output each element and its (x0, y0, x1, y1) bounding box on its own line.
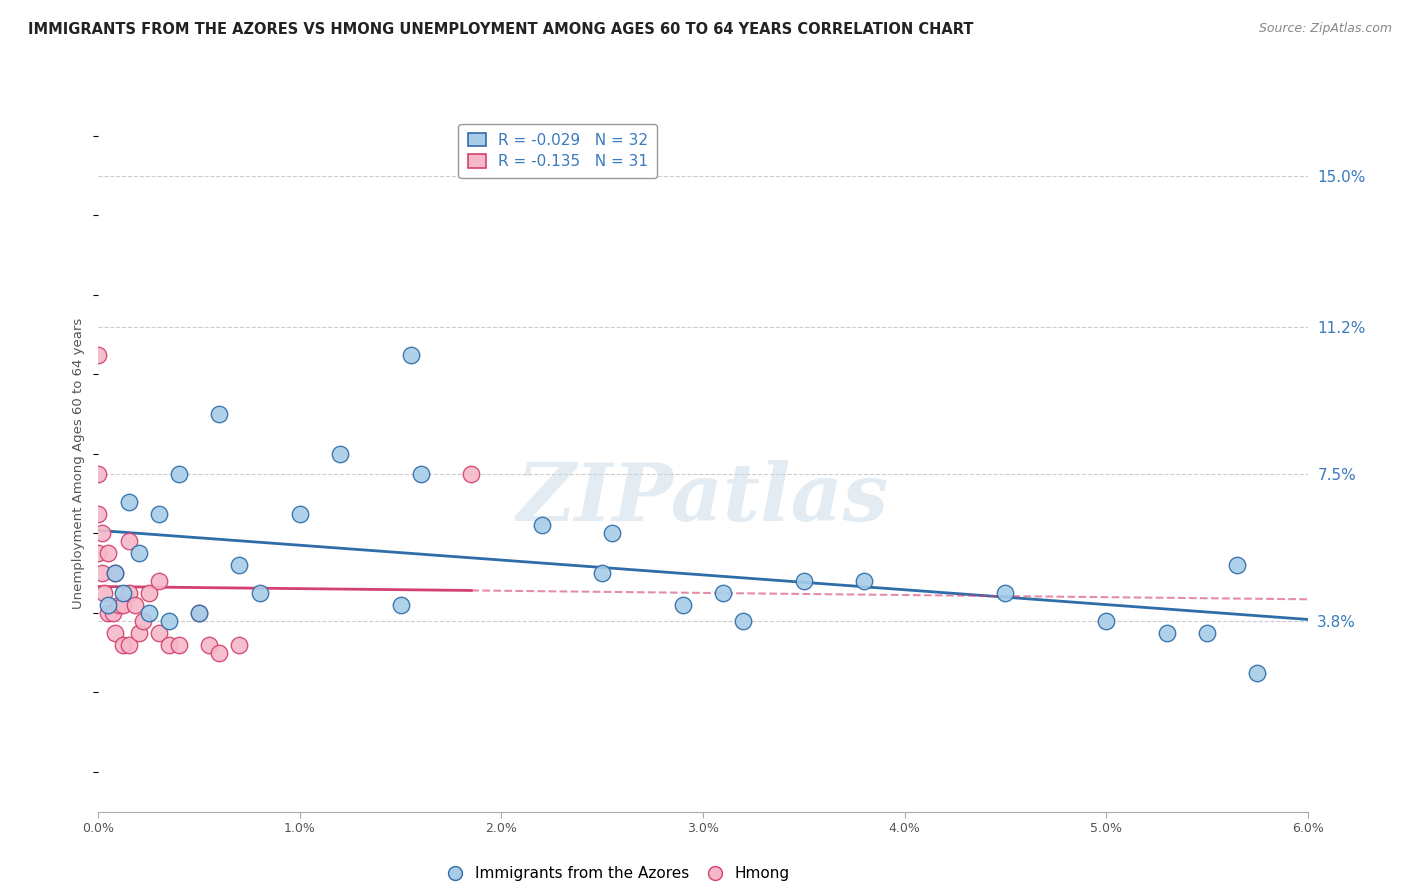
Point (228, 558, 250, 573)
Point (148, 625, 170, 640)
Point (1226, 558, 1249, 573)
Point (101, 606, 124, 620)
Point (118, 638, 141, 652)
Point (249, 586, 271, 600)
Point (208, 407, 231, 421)
Point (118, 534, 141, 549)
Point (1095, 614, 1118, 628)
Point (87, 507, 110, 521)
Point (672, 598, 695, 612)
Point (93, 586, 115, 600)
Point (591, 566, 613, 581)
Point (107, 598, 129, 612)
Point (389, 598, 412, 612)
Point (460, 467, 482, 481)
Point (124, 598, 146, 612)
Legend: Immigrants from the Azores, Hmong: Immigrants from the Azores, Hmong (441, 861, 796, 888)
Point (118, 494, 141, 508)
Point (138, 606, 160, 620)
Point (409, 467, 432, 481)
Point (188, 606, 211, 620)
Point (793, 574, 815, 588)
Point (103, 625, 125, 640)
Text: ZIPatlas: ZIPatlas (517, 460, 889, 537)
Point (288, 507, 311, 521)
Point (132, 614, 155, 628)
Point (148, 507, 170, 521)
Point (103, 566, 125, 581)
Point (188, 606, 211, 620)
Point (111, 586, 134, 600)
Point (91, 526, 114, 541)
Point (91, 566, 114, 581)
Point (994, 586, 1017, 600)
Point (157, 638, 180, 652)
Text: IMMIGRANTS FROM THE AZORES VS HMONG UNEMPLOYMENT AMONG AGES 60 TO 64 YEARS CORRE: IMMIGRANTS FROM THE AZORES VS HMONG UNEM… (28, 22, 973, 37)
Point (853, 574, 876, 588)
Point (97, 546, 120, 560)
Point (87, 467, 110, 481)
Point (1195, 625, 1218, 640)
Point (711, 586, 734, 600)
Point (97, 598, 120, 612)
Point (530, 518, 553, 533)
Point (167, 638, 190, 652)
Point (198, 638, 221, 652)
Point (157, 614, 180, 628)
Point (118, 586, 141, 600)
Point (399, 347, 422, 361)
Point (167, 467, 190, 481)
Point (602, 526, 624, 541)
Point (733, 614, 755, 628)
Point (329, 447, 352, 461)
Point (1246, 665, 1268, 680)
Point (208, 646, 231, 660)
Point (111, 598, 134, 612)
Point (148, 574, 170, 588)
Point (87, 347, 110, 361)
Point (128, 546, 150, 560)
Point (128, 625, 150, 640)
Point (97, 606, 120, 620)
Y-axis label: Unemployment Among Ages 60 to 64 years: Unemployment Among Ages 60 to 64 years (72, 318, 86, 609)
Point (111, 638, 134, 652)
Point (138, 586, 160, 600)
Point (228, 638, 250, 652)
Point (87, 546, 110, 560)
Point (103, 566, 125, 581)
Point (1156, 625, 1178, 640)
Text: Source: ZipAtlas.com: Source: ZipAtlas.com (1258, 22, 1392, 36)
